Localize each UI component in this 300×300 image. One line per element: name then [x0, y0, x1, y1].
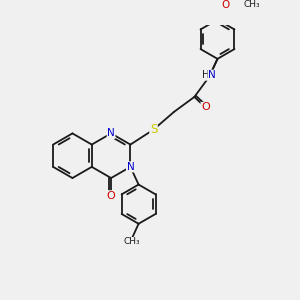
- Text: S: S: [150, 123, 157, 136]
- Text: O: O: [201, 102, 210, 112]
- Text: N: N: [208, 70, 216, 80]
- Text: N: N: [107, 128, 115, 138]
- Text: N: N: [127, 162, 134, 172]
- Text: O: O: [107, 191, 116, 201]
- Text: CH₃: CH₃: [243, 0, 260, 9]
- Text: O: O: [221, 0, 230, 10]
- Text: H: H: [202, 70, 210, 80]
- Text: CH₃: CH₃: [124, 238, 140, 247]
